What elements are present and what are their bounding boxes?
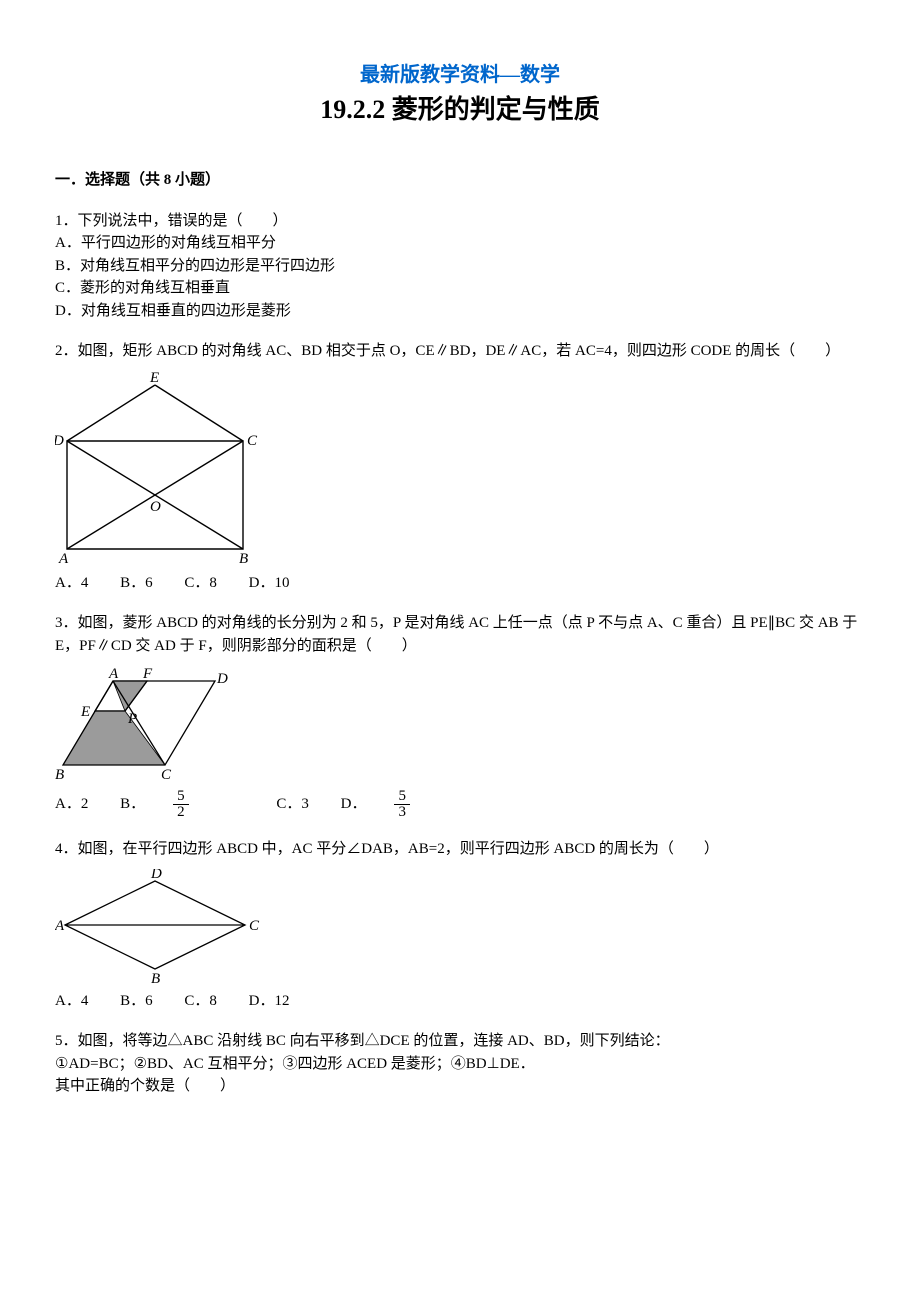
q2-optC: C．8: [184, 575, 217, 591]
q2-optD: D．10: [249, 575, 290, 591]
q3-optB-frac: 52: [173, 789, 217, 820]
q4-optD: D．12: [249, 993, 290, 1009]
q3-optB-prefix: B．: [120, 796, 145, 812]
svg-text:A: A: [58, 551, 69, 566]
q5-line3: 其中正确的个数是（ ）: [55, 1075, 865, 1098]
svg-text:D: D: [150, 869, 162, 882]
svg-text:C: C: [247, 433, 258, 449]
q1-optD: D．对角线互相垂直的四边形是菱形: [55, 300, 865, 323]
q4-stem: 4．如图，在平行四边形 ABCD 中，AC 平分∠DAB，AB=2，则平行四边形…: [55, 838, 865, 861]
svg-text:C: C: [161, 767, 172, 783]
svg-text:B: B: [239, 551, 248, 566]
q3-figure: A B C D E F P: [55, 665, 240, 783]
q3-optB-num: 5: [173, 789, 189, 805]
q2-optA: A．4: [55, 575, 88, 591]
svg-text:B: B: [55, 767, 64, 783]
q2-stem: 2．如图，矩形 ABCD 的对角线 AC、BD 相交于点 O，CE∥BD，DE∥…: [55, 340, 865, 363]
section-heading: 一．选择题（共 8 小题）: [55, 169, 865, 192]
q3-stem: 3．如图，菱形 ABCD 的对角线的长分别为 2 和 5，P 是对角线 AC 上…: [55, 612, 865, 657]
svg-text:P: P: [127, 711, 137, 727]
q4-optC: C．8: [184, 993, 217, 1009]
q5-stem: 5．如图，将等边△ABC 沿射线 BC 向右平移到△DCE 的位置，连接 AD、…: [55, 1030, 865, 1053]
svg-text:C: C: [249, 918, 260, 934]
q1-stem: 1．下列说法中，错误的是（ ）: [55, 210, 865, 233]
svg-text:A: A: [55, 918, 65, 934]
question-4: 4．如图，在平行四边形 ABCD 中，AC 平分∠DAB，AB=2，则平行四边形…: [55, 838, 865, 1012]
q1-optC: C．菱形的对角线互相垂直: [55, 277, 865, 300]
q2-optB: B．6: [120, 575, 153, 591]
question-3: 3．如图，菱形 ABCD 的对角线的长分别为 2 和 5，P 是对角线 AC 上…: [55, 612, 865, 820]
question-2: 2．如图，矩形 ABCD 的对角线 AC、BD 相交于点 O，CE∥BD，DE∥…: [55, 340, 865, 594]
q3-optA: A．2: [55, 796, 88, 812]
q3-optD-frac: 53: [394, 789, 438, 820]
q2-figure: A B C D E O: [55, 371, 260, 566]
q5-line2: ①AD=BC；②BD、AC 互相平分；③四边形 ACED 是菱形；④BD⊥DE．: [55, 1053, 865, 1076]
q3-optC: C．3: [276, 796, 309, 812]
svg-text:O: O: [150, 499, 161, 515]
q4-options: A．4 B．6 C．8 D．12: [55, 990, 865, 1013]
q4-optA: A．4: [55, 993, 88, 1009]
question-5: 5．如图，将等边△ABC 沿射线 BC 向右平移到△DCE 的位置，连接 AD、…: [55, 1030, 865, 1098]
question-1: 1．下列说法中，错误的是（ ） A．平行四边形的对角线互相平分 B．对角线互相平…: [55, 210, 865, 323]
svg-text:F: F: [142, 666, 153, 682]
q3-optB-den: 2: [173, 805, 189, 820]
svg-text:B: B: [151, 971, 160, 984]
svg-text:D: D: [55, 433, 64, 449]
page-title: 19.2.2 菱形的判定与性质: [55, 90, 865, 129]
q3-optD-prefix: D．: [341, 796, 367, 812]
svg-text:A: A: [108, 666, 119, 682]
svg-text:E: E: [80, 704, 90, 720]
q3-optD: D．53: [341, 796, 466, 812]
q3-optB: B．52: [120, 796, 248, 812]
q2-options: A．4 B．6 C．8 D．10: [55, 572, 865, 595]
q4-figure: A B C D: [55, 869, 275, 984]
q3-optD-num: 5: [394, 789, 410, 805]
q1-optB: B．对角线互相平分的四边形是平行四边形: [55, 255, 865, 278]
svg-text:D: D: [216, 671, 228, 687]
q3-optD-den: 3: [394, 805, 410, 820]
q4-optB: B．6: [120, 993, 153, 1009]
svg-text:E: E: [149, 371, 159, 386]
q3-options: A．2 B．52 C．3 D．53: [55, 789, 865, 820]
supertitle: 最新版教学资料—数学: [55, 60, 865, 90]
q1-optA: A．平行四边形的对角线互相平分: [55, 232, 865, 255]
